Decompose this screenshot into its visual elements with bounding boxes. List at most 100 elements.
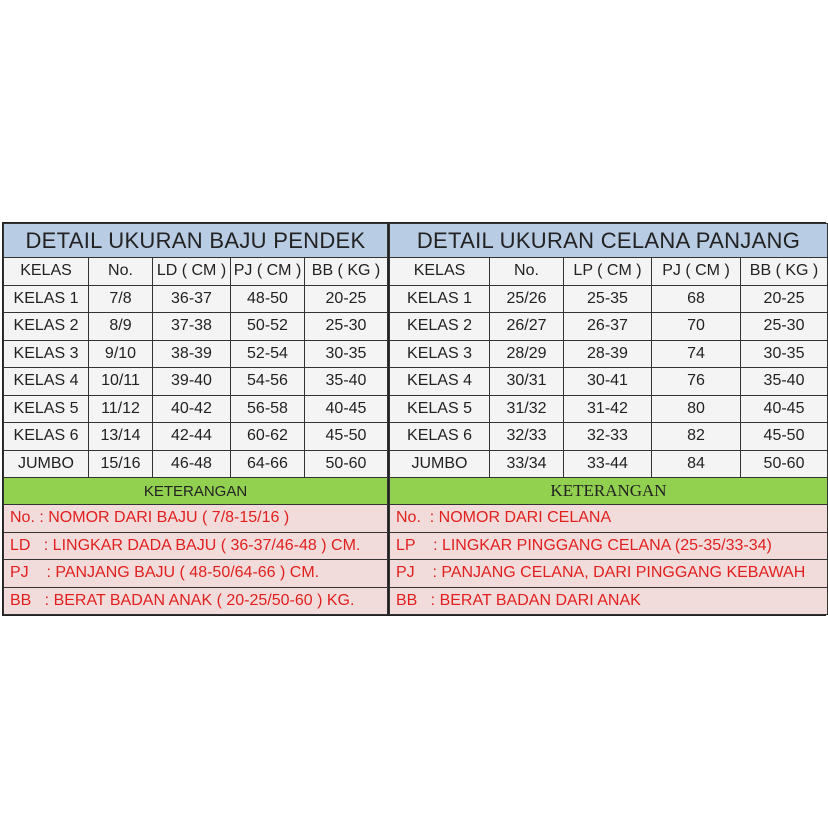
table-row-cell: KELAS 6 (3, 422, 89, 451)
table-row-cell: 30-35 (304, 339, 388, 368)
table-row-cell: 25-30 (739, 312, 828, 341)
table-row: KELAS 2 26/27 26-37 70 25-30 (389, 312, 828, 341)
table-row-cell: 54-56 (230, 367, 305, 396)
header-row: KELAS No. LD ( CM ) PJ ( CM ) BB ( KG ) (3, 257, 388, 286)
note-row-cell: PJ : PANJANG CELANA, DARI PINGGANG KEBAW… (388, 559, 828, 588)
table-row: KELAS 6 32/33 32-33 82 45-50 (389, 422, 828, 451)
note-row-cell: BB : BERAT BADAN ANAK ( 20-25/50-60 ) KG… (3, 586, 388, 615)
table-row-cell: 35-40 (739, 367, 828, 396)
table-row-cell: 82 (651, 422, 741, 451)
table-row-cell: KELAS 1 (3, 284, 89, 313)
note-row-cell: No. : NOMOR DARI BAJU ( 7/8-15/16 ) (3, 504, 388, 533)
table-row-cell: 40-42 (152, 394, 231, 423)
table-row-cell: 25-35 (563, 284, 652, 313)
table-row-cell: 32-33 (563, 422, 652, 451)
note-row: BB : BERAT BADAN ANAK ( 20-25/50-60 ) KG… (3, 586, 388, 615)
table-row-cell: 9/10 (88, 339, 153, 368)
table-row-cell: 39-40 (152, 367, 231, 396)
header-row-cell: No. (88, 257, 153, 286)
table-row-cell: 50-60 (304, 449, 388, 478)
table-row-cell: KELAS 2 (3, 312, 89, 341)
table-row-cell: KELAS 6 (389, 422, 490, 451)
table-row-cell: 80 (651, 394, 741, 423)
table-row: KELAS 2 8/9 37-38 50-52 25-30 (3, 312, 388, 341)
table-row: KELAS 4 30/31 30-41 76 35-40 (389, 367, 828, 396)
table-row-cell: 30-35 (739, 339, 828, 368)
table-row-cell: 26-37 (563, 312, 652, 341)
header-row: KELAS No. LP ( CM ) PJ ( CM ) BB ( KG ) (389, 257, 828, 286)
keterangan-header: KETERANGAN (3, 477, 388, 505)
header-row-cell: KELAS (3, 257, 89, 286)
note-row-cell: PJ : PANJANG BAJU ( 48-50/64-66 ) CM. (3, 559, 388, 588)
table-row-cell: KELAS 1 (389, 284, 490, 313)
pants-size-table: DETAIL UKURAN CELANA PANJANG KELAS No. LP … (388, 223, 828, 615)
table-row: KELAS 5 11/12 40-42 56-58 40-45 (3, 394, 388, 423)
pants-table-title: DETAIL UKURAN CELANA PANJANG (388, 223, 828, 258)
table-row-cell: 20-25 (739, 284, 828, 313)
table-row-cell: 15/16 (88, 449, 153, 478)
note-row: No. : NOMOR DARI CELANA (388, 504, 828, 533)
table-row-cell: 31-42 (563, 394, 652, 423)
shirt-size-table: DETAIL UKURAN BAJU PENDEK KELAS No. LD ( C… (3, 223, 389, 615)
table-row: KELAS 1 25/26 25-35 68 20-25 (389, 284, 828, 313)
table-row-cell: 25-30 (304, 312, 388, 341)
table-row-cell: 64-66 (230, 449, 305, 478)
table-row-cell: 48-50 (230, 284, 305, 313)
table-row-cell: 68 (651, 284, 741, 313)
table-row-cell: 42-44 (152, 422, 231, 451)
table-row-cell: KELAS 5 (3, 394, 89, 423)
table-row-cell: 33/34 (489, 449, 564, 478)
table-row-cell: 28-39 (563, 339, 652, 368)
size-chart: DETAIL UKURAN BAJU PENDEK KELAS No. LD ( C… (2, 222, 828, 616)
table-row: KELAS 6 13/14 42-44 60-62 45-50 (3, 422, 388, 451)
table-row-cell: 36-37 (152, 284, 231, 313)
table-row-cell: 26/27 (489, 312, 564, 341)
header-row-cell: LD ( CM ) (152, 257, 231, 286)
note-row: No. : NOMOR DARI BAJU ( 7/8-15/16 ) (3, 504, 388, 533)
table-row-cell: 56-58 (230, 394, 305, 423)
table-row-cell: 37-38 (152, 312, 231, 341)
table-row-cell: 32/33 (489, 422, 564, 451)
table-row-cell: 40-45 (739, 394, 828, 423)
table-row: JUMBO 33/34 33-44 84 50-60 (389, 449, 828, 478)
table-row-cell: KELAS 4 (389, 367, 490, 396)
table-row-cell: 40-45 (304, 394, 388, 423)
table-row-cell: 84 (651, 449, 741, 478)
table-row-cell: 70 (651, 312, 741, 341)
table-row-cell: 45-50 (739, 422, 828, 451)
header-row-cell: No. (489, 257, 564, 286)
table-row-cell: 46-48 (152, 449, 231, 478)
table-row-cell: 52-54 (230, 339, 305, 368)
note-row: LP : LINGKAR PINGGANG CELANA (25-35/33-3… (388, 531, 828, 560)
header-row-cell: KELAS (389, 257, 490, 286)
table-row-cell: KELAS 3 (389, 339, 490, 368)
table-row: KELAS 4 10/11 39-40 54-56 35-40 (3, 367, 388, 396)
table-row-cell: 50-60 (739, 449, 828, 478)
table-row-cell: 7/8 (88, 284, 153, 313)
table-row: KELAS 3 9/10 38-39 52-54 30-35 (3, 339, 388, 368)
table-row-cell: 8/9 (88, 312, 153, 341)
table-row-cell: KELAS 3 (3, 339, 89, 368)
table-row-cell: 76 (651, 367, 741, 396)
table-row-cell: KELAS 4 (3, 367, 89, 396)
table-row-cell: 74 (651, 339, 741, 368)
table-row-cell: KELAS 5 (389, 394, 490, 423)
table-row-cell: JUMBO (389, 449, 490, 478)
keterangan-header-cell: KETERANGAN (388, 477, 828, 505)
table-row-cell: 35-40 (304, 367, 388, 396)
table-row-cell: KELAS 2 (389, 312, 490, 341)
header-row-cell: PJ ( CM ) (651, 257, 741, 286)
table-row-cell: 13/14 (88, 422, 153, 451)
table-row-cell: 30/31 (489, 367, 564, 396)
table-row-cell: 33-44 (563, 449, 652, 478)
table-row-cell: 50-52 (230, 312, 305, 341)
table-row-cell: 25/26 (489, 284, 564, 313)
keterangan-header: KETERANGAN (388, 477, 828, 505)
note-row: PJ : PANJANG CELANA, DARI PINGGANG KEBAW… (388, 559, 828, 588)
table-row-cell: 11/12 (88, 394, 153, 423)
note-row-cell: LD : LINGKAR DADA BAJU ( 36-37/46-48 ) C… (3, 531, 388, 560)
table-row-cell: 38-39 (152, 339, 231, 368)
note-row-cell: LP : LINGKAR PINGGANG CELANA (25-35/33-3… (388, 531, 828, 560)
table-row-cell: 31/32 (489, 394, 564, 423)
header-row-cell: LP ( CM ) (563, 257, 652, 286)
